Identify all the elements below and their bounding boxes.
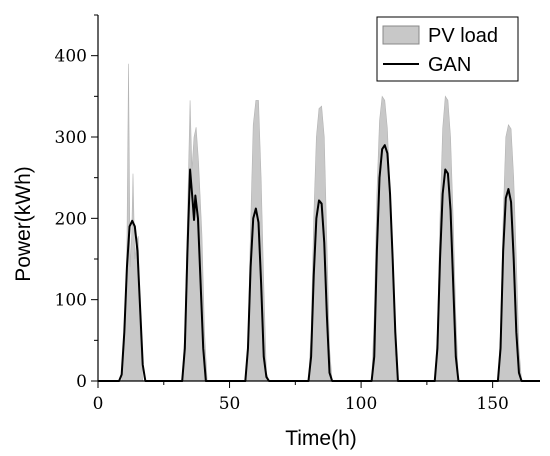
x-axis-title: Time(h)	[285, 427, 357, 450]
x-tick-label: 150	[476, 394, 508, 414]
y-tick-label: 200	[55, 209, 87, 229]
legend-label-gan: GAN	[428, 54, 471, 76]
axes: 0 100 200 300 400 0 50 100 150	[55, 14, 540, 414]
y-tick-label: 100	[55, 291, 87, 311]
y-tick-label: 300	[55, 128, 87, 148]
legend-label-pv-load: PV load	[428, 25, 498, 47]
x-tick-label: 100	[345, 394, 377, 414]
x-tick-label: 50	[219, 394, 241, 414]
y-axis-title: Power(kWh)	[12, 166, 35, 282]
pv-load-area	[98, 63, 540, 382]
y-tick-label: 400	[55, 47, 87, 67]
y-tick-label: 0	[76, 372, 87, 392]
legend-swatch-pv-load	[382, 25, 420, 45]
x-tick-label: 0	[93, 394, 104, 414]
gan-line	[98, 144, 540, 382]
legend: PV load GAN	[376, 16, 519, 82]
plot-area	[98, 63, 540, 382]
